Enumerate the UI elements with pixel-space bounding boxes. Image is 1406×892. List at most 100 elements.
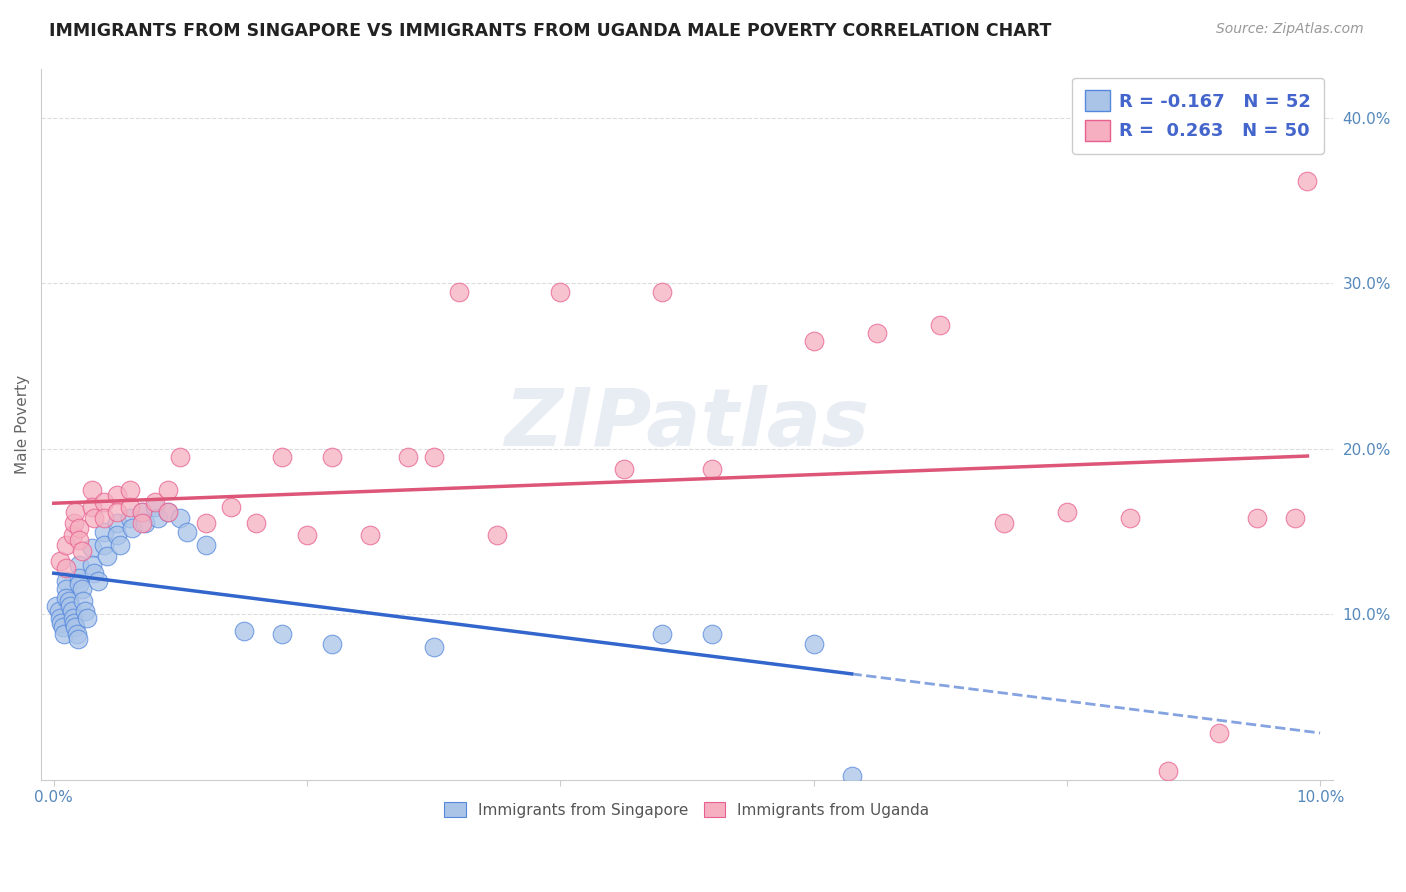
Point xyxy=(143,495,166,509)
Point xyxy=(80,558,103,572)
Point xyxy=(1208,726,1230,740)
Text: Source: ZipAtlas.com: Source: ZipAtlas.com xyxy=(1216,22,1364,37)
Point xyxy=(156,483,179,498)
Point xyxy=(72,594,94,608)
Point xyxy=(105,505,128,519)
Point xyxy=(118,483,141,498)
Point xyxy=(108,538,131,552)
Point xyxy=(422,450,444,464)
Point xyxy=(359,528,381,542)
Point xyxy=(67,533,90,547)
Point xyxy=(550,285,572,299)
Point xyxy=(49,610,72,624)
Point xyxy=(121,521,143,535)
Point xyxy=(80,483,103,498)
Point xyxy=(803,637,825,651)
Point xyxy=(118,500,141,514)
Point xyxy=(55,591,77,605)
Point xyxy=(52,620,75,634)
Point xyxy=(60,604,83,618)
Point xyxy=(245,516,267,531)
Point xyxy=(93,495,115,509)
Point xyxy=(194,516,217,531)
Point xyxy=(70,582,93,597)
Point xyxy=(169,450,191,464)
Point xyxy=(194,538,217,552)
Point xyxy=(105,516,128,531)
Legend: Immigrants from Singapore, Immigrants from Uganda: Immigrants from Singapore, Immigrants fr… xyxy=(437,794,936,825)
Point xyxy=(63,516,86,531)
Point xyxy=(131,516,153,531)
Point xyxy=(169,511,191,525)
Point xyxy=(485,528,508,542)
Point xyxy=(929,318,952,332)
Point xyxy=(80,500,103,514)
Point xyxy=(63,615,86,630)
Point xyxy=(1157,764,1180,779)
Point xyxy=(55,574,77,589)
Point xyxy=(52,627,75,641)
Point xyxy=(651,285,673,299)
Point xyxy=(62,610,84,624)
Point xyxy=(993,516,1015,531)
Point xyxy=(58,594,80,608)
Point xyxy=(49,554,72,568)
Point xyxy=(62,528,84,542)
Text: IMMIGRANTS FROM SINGAPORE VS IMMIGRANTS FROM UGANDA MALE POVERTY CORRELATION CHA: IMMIGRANTS FROM SINGAPORE VS IMMIGRANTS … xyxy=(49,22,1052,40)
Point xyxy=(87,574,110,589)
Point xyxy=(83,566,105,580)
Point xyxy=(48,604,70,618)
Point xyxy=(146,511,169,525)
Point xyxy=(105,488,128,502)
Point xyxy=(1056,505,1078,519)
Point xyxy=(321,450,343,464)
Point xyxy=(67,558,90,572)
Point xyxy=(67,571,90,585)
Point xyxy=(65,627,87,641)
Point xyxy=(270,627,292,641)
Point xyxy=(321,637,343,651)
Point xyxy=(702,627,724,641)
Point xyxy=(55,582,77,597)
Point xyxy=(59,599,82,613)
Point xyxy=(156,505,179,519)
Point xyxy=(67,521,90,535)
Point xyxy=(55,561,77,575)
Point xyxy=(67,577,90,591)
Text: ZIPatlas: ZIPatlas xyxy=(505,385,869,463)
Point xyxy=(76,610,98,624)
Point xyxy=(295,528,318,542)
Point xyxy=(143,500,166,514)
Point xyxy=(232,624,254,638)
Point xyxy=(176,524,198,539)
Point xyxy=(93,511,115,525)
Point xyxy=(93,524,115,539)
Point xyxy=(75,604,97,618)
Point xyxy=(866,326,889,340)
Point xyxy=(80,541,103,555)
Point xyxy=(51,615,73,630)
Point xyxy=(66,632,89,646)
Point xyxy=(118,511,141,525)
Point xyxy=(270,450,292,464)
Point xyxy=(55,538,77,552)
Point xyxy=(65,505,87,519)
Point xyxy=(134,516,156,531)
Point xyxy=(613,461,636,475)
Point xyxy=(803,334,825,349)
Point xyxy=(1246,511,1268,525)
Point xyxy=(45,599,67,613)
Point xyxy=(702,461,724,475)
Point xyxy=(447,285,470,299)
Point xyxy=(219,500,242,514)
Point xyxy=(1284,511,1306,525)
Point xyxy=(156,505,179,519)
Point xyxy=(396,450,419,464)
Point xyxy=(70,544,93,558)
Point xyxy=(1119,511,1142,525)
Point xyxy=(105,528,128,542)
Point xyxy=(422,640,444,655)
Point xyxy=(96,549,118,564)
Point xyxy=(1296,174,1319,188)
Point xyxy=(93,538,115,552)
